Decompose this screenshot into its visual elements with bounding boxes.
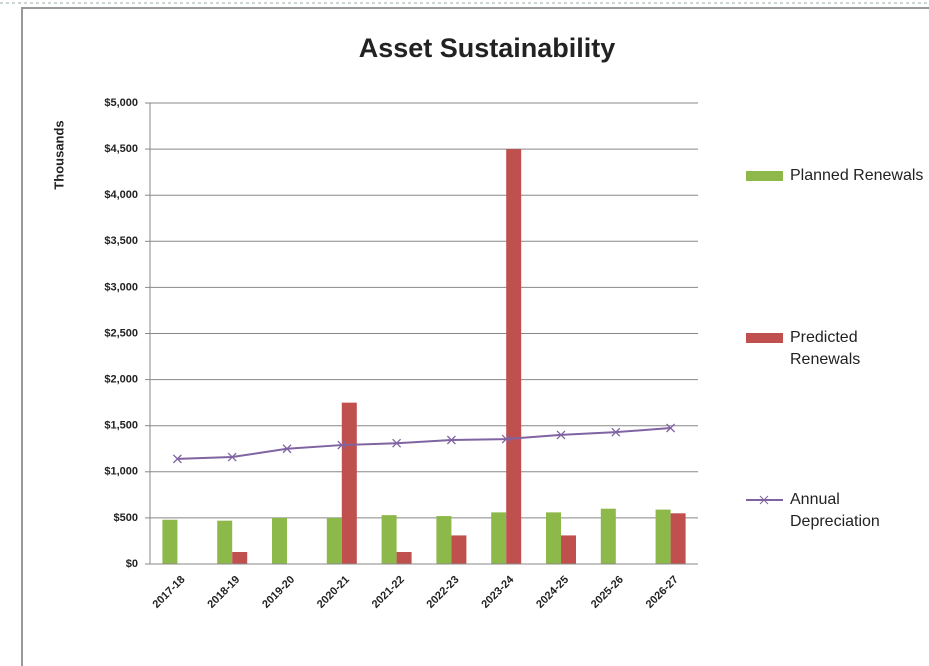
- bar: [600, 508, 616, 564]
- marker: [337, 440, 347, 450]
- y-axis-label: Thousands: [51, 120, 66, 189]
- bar: [217, 520, 233, 564]
- bar: [491, 512, 507, 564]
- marker: [501, 434, 511, 444]
- bar: [451, 535, 467, 564]
- bar: [436, 516, 452, 564]
- bar: [162, 519, 178, 564]
- bar: [381, 515, 397, 564]
- bar: [506, 149, 522, 564]
- y-tick-label: $4,000: [104, 189, 138, 201]
- legend-marker: [759, 495, 769, 505]
- marker: [556, 430, 566, 440]
- y-tick-label: $0: [126, 558, 138, 570]
- y-tick-label: $1,000: [104, 466, 138, 478]
- bar: [326, 517, 342, 564]
- marker: [282, 444, 292, 454]
- y-tick-label: $500: [114, 512, 138, 524]
- marker: [172, 454, 182, 464]
- y-tick-label: $4,500: [104, 143, 138, 155]
- legend-label: Annual Depreciation: [790, 491, 880, 530]
- legend-label: Predicted Renewals: [790, 329, 861, 368]
- marker: [392, 438, 402, 448]
- legend-swatch: [746, 333, 783, 343]
- y-tick-label: $2,000: [104, 374, 138, 386]
- chart-title: Asset Sustainability: [359, 33, 616, 63]
- marker: [611, 427, 621, 437]
- y-tick-label: $5,000: [104, 97, 138, 109]
- marker: [446, 435, 456, 445]
- legend-label: Planned Renewals: [790, 167, 924, 184]
- y-tick-label: $2,500: [104, 327, 138, 339]
- y-tick-label: $3,000: [104, 281, 138, 293]
- line: [177, 427, 671, 460]
- marker: [666, 423, 676, 433]
- bar: [232, 552, 248, 564]
- marker: [227, 452, 237, 462]
- legend-swatch: [746, 171, 783, 181]
- bar: [546, 512, 561, 564]
- bar: [561, 535, 576, 564]
- y-tick-label: $1,500: [104, 420, 138, 432]
- bar: [341, 402, 357, 564]
- y-tick-label: $3,500: [104, 235, 138, 247]
- bar: [396, 552, 412, 564]
- bar: [670, 513, 686, 564]
- bar: [655, 509, 671, 564]
- bar: [272, 517, 287, 564]
